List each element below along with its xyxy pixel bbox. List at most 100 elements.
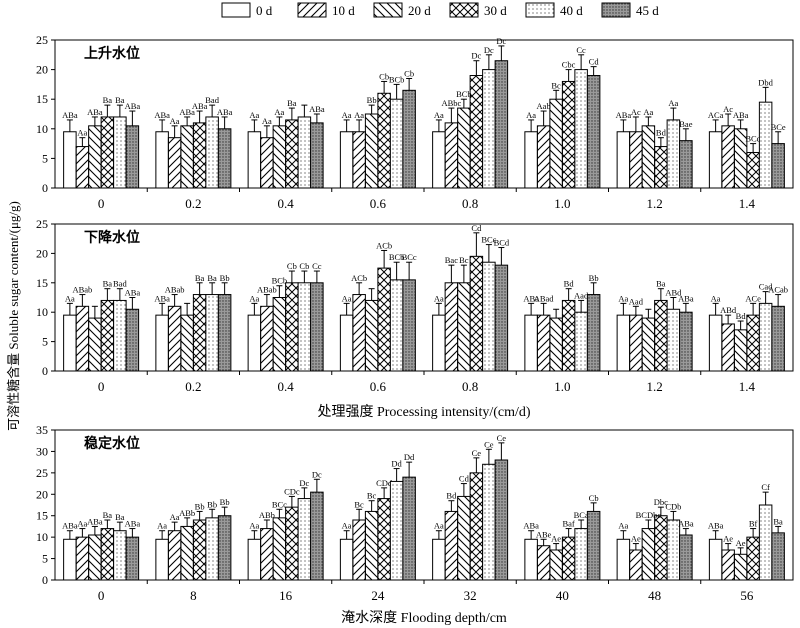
bar	[771, 143, 785, 189]
y-tick-label: 15	[36, 509, 48, 523]
significance-label: ABad	[534, 293, 555, 303]
significance-label: Baf	[562, 519, 574, 529]
bar	[549, 98, 563, 189]
bar	[247, 538, 262, 581]
bar	[389, 98, 404, 189]
bar	[205, 517, 219, 581]
bar	[721, 549, 735, 581]
significance-label: Aa	[65, 293, 75, 303]
bar	[708, 314, 723, 372]
significance-label: ABa	[125, 519, 141, 529]
significance-label: BCc	[402, 252, 417, 262]
bar	[574, 69, 588, 189]
significance-label: Aa	[249, 521, 259, 531]
legend-label: 40 d	[560, 3, 583, 18]
significance-label: Bc	[367, 491, 377, 501]
bar	[444, 122, 459, 189]
x-tick-label: 24	[371, 588, 385, 603]
bar	[524, 314, 538, 372]
significance-label: Ce	[484, 439, 494, 449]
bar	[629, 314, 643, 372]
bar	[217, 515, 232, 581]
bar	[536, 314, 551, 372]
x-tick-label: 48	[648, 588, 661, 603]
x-tick-label: 1.2	[647, 379, 663, 394]
bar	[377, 498, 391, 581]
significance-label: Dc	[496, 36, 506, 46]
significance-label: Aad	[574, 290, 589, 300]
bar	[100, 116, 115, 189]
significance-label: ACa	[708, 110, 724, 120]
significance-label: ABa	[62, 521, 78, 531]
significance-label: Aa	[354, 110, 364, 120]
legend-swatch	[601, 2, 631, 18]
bar	[654, 299, 668, 372]
bar	[100, 528, 115, 581]
bar	[549, 317, 563, 372]
bar	[352, 519, 366, 581]
bar	[482, 69, 496, 189]
significance-label: Aad	[629, 296, 644, 306]
significance-label: ABa	[192, 101, 208, 111]
significance-label: ABa	[87, 107, 103, 117]
bar	[63, 538, 77, 581]
significance-label: Bd	[656, 128, 667, 138]
significance-label: Cc	[312, 261, 322, 271]
x-tick-label: 1.2	[647, 196, 663, 211]
bar	[641, 125, 656, 189]
significance-label: BCDbc	[636, 510, 662, 520]
significance-label: BCb	[389, 252, 405, 262]
significance-label: Ae	[736, 538, 746, 548]
bar	[721, 323, 735, 372]
y-tick-label: 20	[36, 246, 48, 260]
bar	[155, 314, 169, 372]
bar	[402, 476, 416, 581]
bar	[616, 131, 631, 189]
significance-label: ABa	[154, 110, 170, 120]
bar	[733, 553, 748, 581]
significance-label: Bc	[354, 499, 364, 509]
bar	[310, 282, 324, 372]
significance-label: ABa	[733, 110, 749, 120]
y-tick-label: 10	[36, 122, 48, 136]
significance-label: Bd	[446, 491, 457, 501]
bar	[260, 528, 274, 581]
x-tick-label: 0	[98, 379, 105, 394]
significance-label: Dd	[391, 459, 402, 469]
significance-label: ABbc	[441, 98, 461, 108]
x-tick-label: 32	[464, 588, 477, 603]
significance-label: Ba	[656, 279, 666, 289]
x-tick-label: 16	[279, 588, 293, 603]
significance-label: ABa	[62, 110, 78, 120]
bar	[297, 282, 312, 372]
significance-label: Bb	[195, 501, 205, 511]
x-tick-label: 0.6	[370, 379, 387, 394]
significance-label: ABe	[536, 529, 552, 539]
significance-label: ABa	[125, 101, 141, 111]
y-tick-label: 0	[42, 181, 48, 195]
significance-label: Bc	[551, 80, 561, 90]
x-tick-label: 1.0	[554, 379, 570, 394]
bar	[469, 75, 484, 189]
significance-label: Bc	[459, 255, 469, 265]
bar	[310, 491, 324, 581]
bar	[708, 538, 723, 581]
significance-label: Ba	[103, 95, 113, 105]
significance-label: ABd	[665, 288, 682, 298]
bar	[494, 459, 509, 581]
bar	[733, 329, 748, 372]
bar	[192, 519, 207, 581]
significance-label: Ba	[103, 279, 113, 289]
bar	[88, 317, 102, 372]
panel-title: 下降水位	[84, 229, 140, 246]
bar	[75, 305, 90, 372]
significance-label: ABab	[72, 285, 92, 295]
y-tick-label: 5	[42, 335, 48, 349]
bar	[482, 261, 496, 372]
significance-label: Dbc	[654, 497, 668, 507]
bar	[272, 517, 287, 581]
bar	[260, 305, 274, 372]
bar	[377, 267, 391, 372]
